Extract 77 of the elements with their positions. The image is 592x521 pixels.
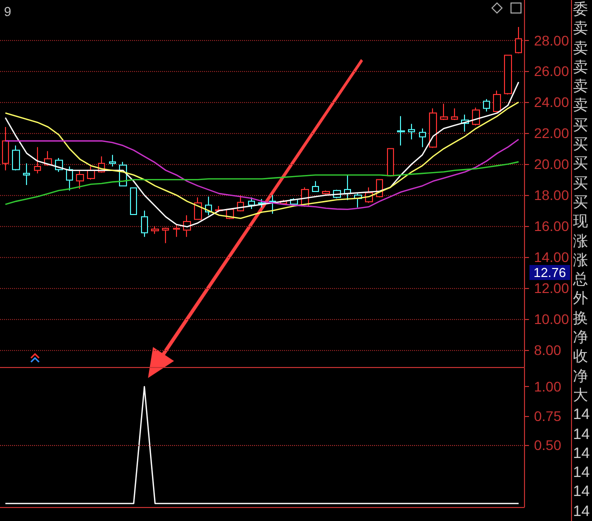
text: 买 bbox=[572, 116, 589, 136]
candlestick bbox=[472, 107, 480, 126]
text: 涨 bbox=[572, 250, 589, 270]
y-tick-label: 20.00 bbox=[534, 156, 570, 172]
text: 净 bbox=[572, 328, 589, 348]
candlestick bbox=[173, 224, 180, 238]
candlestick bbox=[34, 146, 41, 174]
candlestick bbox=[397, 116, 405, 146]
text: 卖 bbox=[572, 77, 589, 96]
y-tick-label: 14.00 bbox=[534, 249, 570, 266]
line-series bbox=[4, 161, 520, 206]
y-tick-label: 12.00 bbox=[534, 280, 570, 296]
candlestick bbox=[130, 186, 137, 215]
y-tick-label: 26.00 bbox=[534, 63, 570, 80]
y-tick-label: 1.00 bbox=[534, 378, 562, 395]
text: 14 bbox=[572, 463, 591, 482]
text: 涨 bbox=[572, 232, 589, 251]
text: 12.76 bbox=[533, 265, 566, 280]
text: 卖 bbox=[572, 58, 589, 78]
text: 净 bbox=[572, 366, 589, 386]
candlestick bbox=[87, 166, 95, 180]
line-series bbox=[4, 81, 520, 228]
text: 现 bbox=[572, 212, 589, 232]
line-series bbox=[4, 102, 520, 219]
candlestick bbox=[248, 196, 255, 210]
candlestick bbox=[387, 148, 394, 176]
candlestick bbox=[344, 174, 351, 201]
text: 卖 bbox=[572, 38, 589, 58]
text: 14 bbox=[572, 444, 591, 464]
y-tick-label: 8.00 bbox=[534, 342, 562, 358]
y-tick-label: 24.00 bbox=[534, 94, 570, 110]
text: 买 bbox=[572, 192, 589, 212]
text: 委 bbox=[572, 0, 589, 20]
y-tick-label: 22.00 bbox=[534, 125, 570, 142]
text: 14 bbox=[572, 502, 591, 521]
candlestick bbox=[483, 98, 490, 112]
candlestick bbox=[312, 180, 319, 193]
candlestick bbox=[109, 154, 116, 167]
candlestick bbox=[269, 194, 276, 214]
text: 总 bbox=[572, 270, 589, 290]
line-series bbox=[4, 138, 520, 210]
candlestick bbox=[493, 90, 501, 113]
candlestick bbox=[408, 123, 415, 140]
text: 14 bbox=[572, 482, 591, 502]
text: 卖 bbox=[572, 19, 589, 39]
candlestick bbox=[440, 103, 448, 121]
text: 收 bbox=[572, 347, 589, 367]
candlestick bbox=[504, 54, 512, 95]
candlestick bbox=[162, 227, 169, 244]
text: 买 bbox=[572, 174, 589, 193]
text: 换 bbox=[572, 308, 589, 328]
candlestick bbox=[141, 210, 148, 238]
text: 14 bbox=[572, 405, 591, 425]
candlestick bbox=[151, 226, 159, 234]
candlestick bbox=[76, 170, 84, 190]
y-tick-label: 0.75 bbox=[534, 408, 562, 424]
y-tick-label: 28.00 bbox=[534, 32, 570, 48]
candlestick bbox=[419, 128, 426, 148]
text: 买 bbox=[572, 135, 589, 154]
candlestick bbox=[451, 108, 458, 121]
candlestick bbox=[66, 166, 73, 191]
y-tick-label: 0.50 bbox=[534, 437, 562, 454]
candlestick bbox=[429, 108, 437, 148]
candlestick bbox=[515, 26, 522, 54]
text: 卖 bbox=[572, 96, 589, 116]
candlestick bbox=[23, 162, 30, 186]
text: 买 bbox=[572, 154, 589, 174]
candlestick bbox=[12, 145, 20, 171]
text: 外 bbox=[572, 289, 589, 309]
text: 14 bbox=[572, 424, 591, 444]
y-tick-label: 10.00 bbox=[534, 310, 570, 327]
y-tick-label: 16.00 bbox=[534, 218, 570, 234]
candlestick bbox=[322, 190, 330, 195]
text: 大 bbox=[572, 386, 589, 406]
y-tick-label: 18.00 bbox=[534, 187, 570, 204]
candlestick bbox=[194, 196, 202, 220]
annotation: 9 bbox=[4, 4, 12, 19]
